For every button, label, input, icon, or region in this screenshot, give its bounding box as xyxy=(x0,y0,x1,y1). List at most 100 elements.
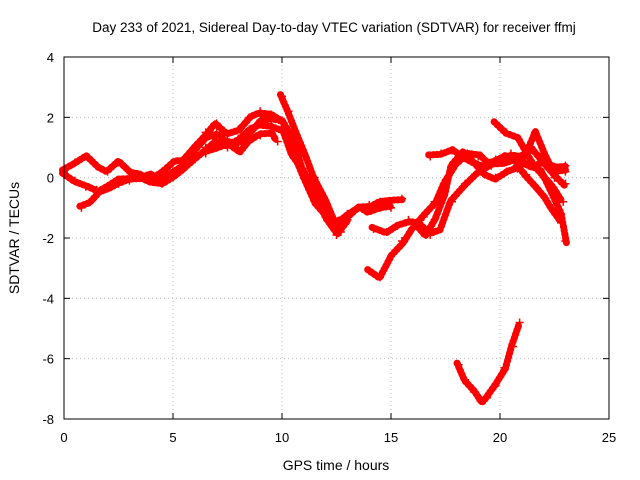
data-point xyxy=(461,375,470,384)
data-point xyxy=(212,128,221,137)
data-point xyxy=(502,167,511,176)
data-point xyxy=(291,128,300,137)
data-point xyxy=(561,237,570,246)
data-point xyxy=(256,107,265,116)
data-point xyxy=(267,128,276,137)
data-point xyxy=(114,158,123,167)
data-point xyxy=(284,107,293,116)
data-point xyxy=(299,149,308,158)
data-point xyxy=(469,387,478,396)
series-track-13 xyxy=(453,318,524,406)
series-track-4 xyxy=(200,128,282,158)
data-point xyxy=(413,221,422,230)
data-point xyxy=(354,203,363,212)
data-point xyxy=(310,173,319,182)
data-point xyxy=(256,131,265,140)
data-point xyxy=(369,224,378,233)
data-point xyxy=(86,197,95,206)
data-point xyxy=(387,197,395,206)
data-point xyxy=(448,146,457,155)
x-tick-label: 15 xyxy=(384,430,398,445)
data-point xyxy=(169,167,177,176)
data-point xyxy=(513,164,522,173)
y-tick-label: -2 xyxy=(42,231,54,246)
y-tick-label: 0 xyxy=(47,171,54,186)
plot-frame xyxy=(63,56,610,420)
data-point xyxy=(548,182,557,191)
data-point xyxy=(299,164,308,173)
y-tick-label: -6 xyxy=(42,352,54,367)
y-tick-label: 4 xyxy=(47,50,54,65)
data-point xyxy=(491,381,500,390)
data-point xyxy=(397,194,406,203)
data-point xyxy=(321,212,330,221)
data-point xyxy=(434,224,443,233)
data-point xyxy=(278,116,286,125)
data-point xyxy=(190,146,199,155)
data-point xyxy=(513,134,522,143)
data-series xyxy=(59,91,570,406)
series-track-5 xyxy=(277,91,352,236)
data-point xyxy=(437,149,446,158)
x-axis-label: GPS time / hours xyxy=(283,457,390,473)
data-point xyxy=(321,197,330,206)
data-point xyxy=(509,342,518,351)
data-point xyxy=(245,113,254,122)
data-point xyxy=(81,152,90,161)
y-tick-label: 2 xyxy=(47,110,54,125)
y-axis-label: SDTVAR / TECUs xyxy=(6,182,22,294)
y-tick-label: -8 xyxy=(42,412,54,427)
data-point xyxy=(474,152,483,161)
data-point xyxy=(125,176,134,185)
data-point xyxy=(179,161,188,170)
data-point xyxy=(245,137,254,146)
data-point xyxy=(500,363,509,372)
data-point xyxy=(476,396,485,405)
data-point xyxy=(223,140,232,149)
x-tick-label: 25 xyxy=(602,430,616,445)
data-point xyxy=(103,167,112,176)
data-point xyxy=(103,182,112,191)
data-point xyxy=(158,173,167,182)
data-point xyxy=(426,152,435,161)
data-point xyxy=(397,237,406,246)
data-point xyxy=(515,318,524,327)
data-point xyxy=(343,212,352,221)
data-point xyxy=(522,149,531,158)
data-point xyxy=(212,119,221,128)
series-track-3 xyxy=(76,113,342,239)
data-point xyxy=(70,176,79,185)
data-point xyxy=(530,161,539,170)
data-point xyxy=(539,173,548,182)
data-point xyxy=(212,143,221,152)
data-point xyxy=(77,203,86,212)
data-point xyxy=(278,128,286,137)
data-point xyxy=(92,161,101,170)
data-point xyxy=(81,182,90,191)
data-point xyxy=(461,179,470,188)
data-point xyxy=(491,155,500,164)
data-point xyxy=(94,188,103,197)
data-point xyxy=(439,188,448,197)
chart-title: Day 233 of 2021, Sidereal Day-to-day VTE… xyxy=(92,20,575,35)
data-point xyxy=(430,215,439,224)
data-point xyxy=(421,230,430,239)
data-point xyxy=(256,116,265,125)
data-point xyxy=(376,273,385,282)
data-point xyxy=(404,215,413,224)
data-point xyxy=(430,197,439,206)
data-point xyxy=(169,158,177,167)
data-point xyxy=(530,128,539,137)
data-point xyxy=(480,164,489,173)
data-point xyxy=(310,188,319,197)
data-point xyxy=(147,170,156,179)
data-point xyxy=(458,152,467,161)
data-point xyxy=(454,360,463,369)
y-tick-label: -4 xyxy=(42,291,54,306)
data-point xyxy=(201,149,210,158)
data-point xyxy=(469,158,478,167)
data-point xyxy=(419,212,428,221)
data-point xyxy=(448,197,457,206)
x-tick-labels: 0 5 10 15 20 25 xyxy=(60,430,616,445)
